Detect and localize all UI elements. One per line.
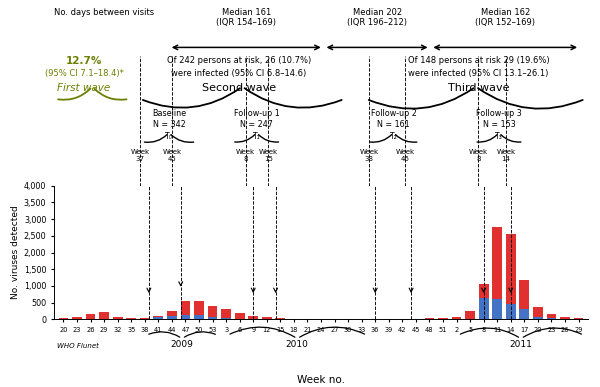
Bar — [547, 314, 556, 319]
Text: 2011: 2011 — [509, 340, 532, 349]
Text: 2009: 2009 — [170, 340, 194, 349]
Bar — [208, 306, 217, 319]
Bar — [248, 316, 258, 319]
Bar — [479, 284, 488, 319]
Bar — [533, 317, 543, 319]
Bar — [140, 318, 149, 319]
Bar — [493, 299, 502, 319]
Text: Week
8: Week 8 — [236, 149, 255, 163]
Text: Week
37: Week 37 — [131, 149, 150, 163]
Bar — [181, 315, 190, 319]
Text: Median 202
(IQR 196–212): Median 202 (IQR 196–212) — [347, 8, 407, 27]
Bar — [167, 311, 177, 319]
Bar — [275, 318, 285, 319]
Text: T₀: T₀ — [165, 132, 173, 141]
Text: Week
38: Week 38 — [359, 149, 379, 163]
Text: Follow-up 2
N = 161: Follow-up 2 N = 161 — [371, 109, 416, 128]
Bar — [167, 317, 177, 319]
Bar — [194, 301, 204, 319]
Bar — [72, 317, 82, 319]
Bar — [154, 317, 163, 319]
Bar — [208, 317, 217, 319]
Text: Of 148 persons at risk 29 (19.6%): Of 148 persons at risk 29 (19.6%) — [407, 56, 549, 65]
Bar — [506, 304, 515, 319]
Text: Week
46: Week 46 — [395, 149, 415, 163]
Text: were infected (95% CI 13.1–26.1): were infected (95% CI 13.1–26.1) — [408, 69, 548, 78]
Text: Follow-up 3
N = 153: Follow-up 3 N = 153 — [476, 109, 522, 128]
Bar — [154, 316, 163, 319]
Text: Week
8: Week 8 — [469, 149, 488, 163]
Text: (95% CI 7.1–18.4)*: (95% CI 7.1–18.4)* — [44, 69, 124, 78]
Bar — [506, 234, 515, 319]
Bar — [59, 318, 68, 319]
Bar — [262, 317, 272, 319]
Bar — [181, 301, 190, 319]
Bar — [86, 314, 95, 319]
Text: T₁: T₁ — [253, 132, 260, 141]
Y-axis label: No. viruses detected: No. viruses detected — [11, 205, 20, 300]
Text: Follow-up 1
N = 247: Follow-up 1 N = 247 — [234, 109, 280, 128]
Bar — [547, 318, 556, 319]
Bar — [221, 309, 231, 319]
Text: T₃: T₃ — [495, 132, 503, 141]
Text: were infected (95% CI 6.8–14.6): were infected (95% CI 6.8–14.6) — [171, 69, 307, 78]
Text: T₂: T₂ — [389, 132, 397, 141]
Text: Week
45: Week 45 — [163, 149, 182, 163]
Text: Of 242 persons at risk, 26 (10.7%): Of 242 persons at risk, 26 (10.7%) — [167, 56, 311, 65]
Text: Week
15: Week 15 — [259, 149, 278, 163]
Text: Baseline
N = 342: Baseline N = 342 — [152, 109, 186, 128]
Text: No. days between visits: No. days between visits — [54, 8, 154, 17]
Text: WHO Flunet: WHO Flunet — [57, 342, 98, 349]
Text: Median 162
(IQR 152–169): Median 162 (IQR 152–169) — [475, 8, 535, 27]
Text: 12.7%: 12.7% — [66, 56, 103, 66]
Bar — [99, 312, 109, 319]
Bar — [479, 298, 488, 319]
Bar — [493, 228, 502, 319]
X-axis label: Week no.: Week no. — [297, 375, 345, 385]
Text: Median 161
(IQR 154–169): Median 161 (IQR 154–169) — [216, 8, 276, 27]
Bar — [113, 317, 122, 319]
Bar — [560, 317, 570, 319]
Text: Third wave: Third wave — [448, 83, 509, 93]
Text: Week
14: Week 14 — [496, 149, 515, 163]
Bar — [520, 308, 529, 319]
Bar — [235, 313, 245, 319]
Bar — [520, 280, 529, 319]
Bar — [574, 318, 583, 319]
Bar — [533, 307, 543, 319]
Bar — [452, 317, 461, 319]
Text: First wave: First wave — [58, 83, 111, 93]
Bar — [194, 315, 204, 319]
Text: 2010: 2010 — [286, 340, 309, 349]
Bar — [465, 311, 475, 319]
Bar — [221, 318, 231, 319]
Text: Second wave: Second wave — [202, 83, 276, 93]
Bar — [438, 318, 448, 319]
